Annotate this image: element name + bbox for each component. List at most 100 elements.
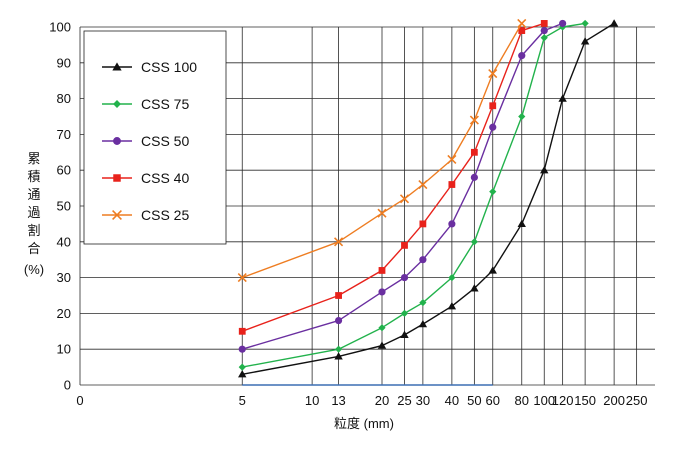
series-css-25 [237,18,527,283]
data-point-marker [540,166,549,174]
data-point-marker [540,20,548,27]
data-point-marker [334,316,343,325]
y-tick-label: 70 [57,127,71,142]
data-point-marker [470,238,478,246]
y-tick-label: 60 [57,163,71,178]
data-point-marker [558,94,567,102]
x-tick-label: 150 [574,393,596,408]
x-tick-label: 25 [397,393,411,408]
data-point-marker [448,274,456,282]
legend-item: CSS 40 [102,170,189,186]
y-axis-title-unit: (%) [24,262,44,277]
data-point-marker [540,26,548,35]
data-point-marker [113,174,121,182]
data-point-marker [400,309,409,317]
data-point-marker [581,19,589,28]
data-point-marker [489,123,497,131]
y-axis-title-char: 割 [27,223,40,238]
legend-item: CSS 100 [102,59,197,75]
data-point-marker [238,370,247,378]
data-point-marker [559,19,567,28]
data-point-marker [488,68,498,79]
series-css-75 [238,19,589,371]
legend-item: CSS 25 [102,207,189,223]
legend-item: CSS 75 [102,96,189,112]
series-line [242,22,615,375]
data-point-marker [334,237,344,247]
data-point-marker [378,324,386,332]
legend: CSS 100 CSS 75 CSS 50 CSS 40 CSS 25 [83,30,227,245]
x-tick-label: 13 [331,393,345,408]
data-point-marker [238,345,246,353]
data-point-marker [401,241,408,249]
x-tick-label: 100 [533,393,555,408]
data-point-marker [377,341,387,349]
data-point-marker [419,256,427,264]
series-line [242,22,586,368]
data-point-marker [418,179,428,190]
x-tick-label: 5 [239,393,246,408]
data-point-marker [609,19,619,27]
y-axis-title-char: 積 [27,169,40,184]
data-point-marker [470,148,478,156]
x-tick-label: 60 [486,393,500,408]
x-tick-label: 30 [416,393,430,408]
y-tick-label: 0 [64,378,71,393]
y-tick-label: 80 [57,91,71,106]
legend-item: CSS 50 [102,133,189,149]
data-point-marker [447,302,457,310]
x-tick-label: 80 [515,393,529,408]
data-point-marker [489,188,497,196]
data-point-marker [470,284,479,292]
legend-label: CSS 40 [141,170,189,186]
data-point-marker [237,273,247,283]
data-point-marker [517,18,527,28]
data-point-marker [448,181,456,188]
data-point-marker [518,27,526,34]
data-point-marker [400,330,409,339]
y-tick-label: 100 [49,20,71,35]
series-css-100 [238,19,619,378]
data-point-marker [469,115,479,125]
data-point-marker [518,52,526,60]
series-line [241,22,545,332]
data-point-marker [378,267,386,274]
y-axis-title-char: 通 [27,187,40,202]
data-point-marker [334,352,343,360]
series-layer [237,18,619,378]
legend-label: CSS 50 [141,133,189,149]
x-axis-title: 粒度 (mm) [334,416,394,431]
data-point-marker [518,112,526,121]
series-css-50 [238,19,567,353]
data-point-marker [113,137,121,145]
y-axis-title-char: 累 [27,151,40,166]
series-css-40 [238,20,548,335]
legend-label: CSS 25 [141,207,189,223]
data-point-marker [238,327,246,335]
data-point-marker [447,154,457,165]
y-tick-label: 10 [57,342,71,357]
y-tick-label: 20 [57,306,71,321]
data-point-marker [400,274,409,282]
y-tick-label: 40 [57,234,71,249]
data-point-marker [112,210,122,220]
data-point-marker [334,345,343,353]
data-point-marker [580,37,590,45]
data-point-marker [517,219,526,228]
data-point-marker [418,319,428,328]
data-point-marker [540,34,548,42]
data-point-marker [419,220,427,228]
y-axis-title-char: 合 [27,241,40,256]
data-point-marker [488,266,497,274]
data-point-marker [419,299,427,307]
x-tick-label: 50 [467,393,481,408]
data-point-marker [335,292,342,299]
x-tick-label: 40 [445,393,459,408]
x-tick-label: 20 [375,393,389,408]
x-tick-label: 250 [626,393,648,408]
data-point-marker [378,288,386,296]
x-tick-label: 10 [305,393,319,408]
